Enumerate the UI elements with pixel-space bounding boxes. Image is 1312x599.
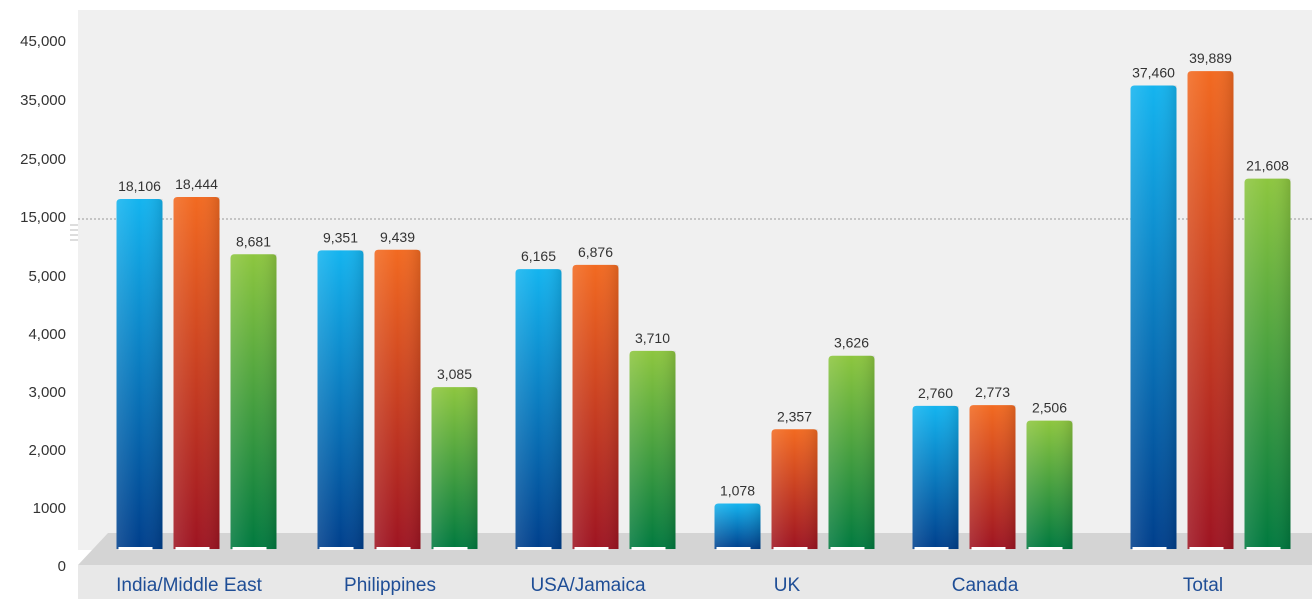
bar-base-highlight [774,547,808,550]
data-label: 1,078 [720,482,755,498]
bar-base-highlight [915,547,949,550]
y-tick-label: 1000 [33,500,66,517]
bar-sheen [1131,85,1177,549]
bar-sheen [174,197,220,549]
data-label: 3,085 [437,366,472,382]
data-label: 18,444 [175,176,218,192]
y-tick-label: 25,000 [20,151,66,168]
bar-sheen [829,356,875,549]
category-label: UK [774,575,801,596]
data-label: 2,773 [975,384,1010,400]
bar-sheen [117,199,163,549]
y-tick-label: 3,000 [28,384,66,401]
bar-base-highlight [1247,547,1281,550]
y-tick-label: 5,000 [28,268,66,285]
bar-sheen [913,406,959,549]
bar-base-highlight [518,547,552,550]
y-tick-label: 45,000 [20,33,66,50]
data-label: 3,626 [834,335,869,351]
bar-sheen [231,254,277,549]
bar-sheen [1188,71,1234,549]
bar-sheen [573,265,619,549]
data-label: 9,439 [380,229,415,245]
y-axis: 0 1000 2,000 3,000 4,000 5,000 15,000 25,000 35,… [20,33,78,575]
y-tick-label: 2,000 [28,442,66,459]
bar-base-highlight [831,547,865,550]
bar-base-highlight [575,547,609,550]
data-label: 2,760 [918,385,953,401]
bar-sheen [772,429,818,549]
bar-sheen [1245,179,1291,549]
bar-sheen [715,503,761,549]
bar-sheen [432,387,478,549]
data-label: 39,889 [1189,50,1232,66]
bar-sheen [516,269,562,549]
category-label: Total [1183,575,1223,596]
data-label: 6,876 [578,244,613,260]
category-label: India/Middle East [116,575,262,596]
category-band [78,565,1312,599]
data-label: 3,710 [635,330,670,346]
category-label: Philippines [344,575,436,596]
data-label: 37,460 [1132,64,1175,80]
y-tick-label: 15,000 [20,209,66,226]
bar-base-highlight [377,547,411,550]
bar-base-highlight [434,547,468,550]
data-label: 21,608 [1246,158,1289,174]
bar-base-highlight [717,547,751,550]
bar-base-highlight [1190,547,1224,550]
data-label: 6,165 [521,248,556,264]
category-label: Canada [952,575,1019,596]
bar-sheen [1027,421,1073,549]
bar-base-highlight [632,547,666,550]
bar-base-highlight [119,547,153,550]
data-label: 9,351 [323,229,358,245]
bar-sheen [318,250,364,549]
y-tick-label: 0 [58,558,66,575]
bar-base-highlight [233,547,267,550]
data-label: 8,681 [236,233,271,249]
data-label: 2,506 [1032,400,1067,416]
y-tick-label: 35,000 [20,92,66,109]
bar-sheen [630,351,676,549]
bar-base-highlight [176,547,210,550]
y-tick-label: 4,000 [28,326,66,343]
category-label: USA/Jamaica [530,575,646,596]
data-label: 2,357 [777,408,812,424]
bar-base-highlight [320,547,354,550]
bar-base-highlight [972,547,1006,550]
bar-base-highlight [1029,547,1063,550]
bar-sheen [970,405,1016,549]
bar-sheen [375,250,421,549]
bar-base-highlight [1133,547,1167,550]
data-label: 18,106 [118,178,161,194]
